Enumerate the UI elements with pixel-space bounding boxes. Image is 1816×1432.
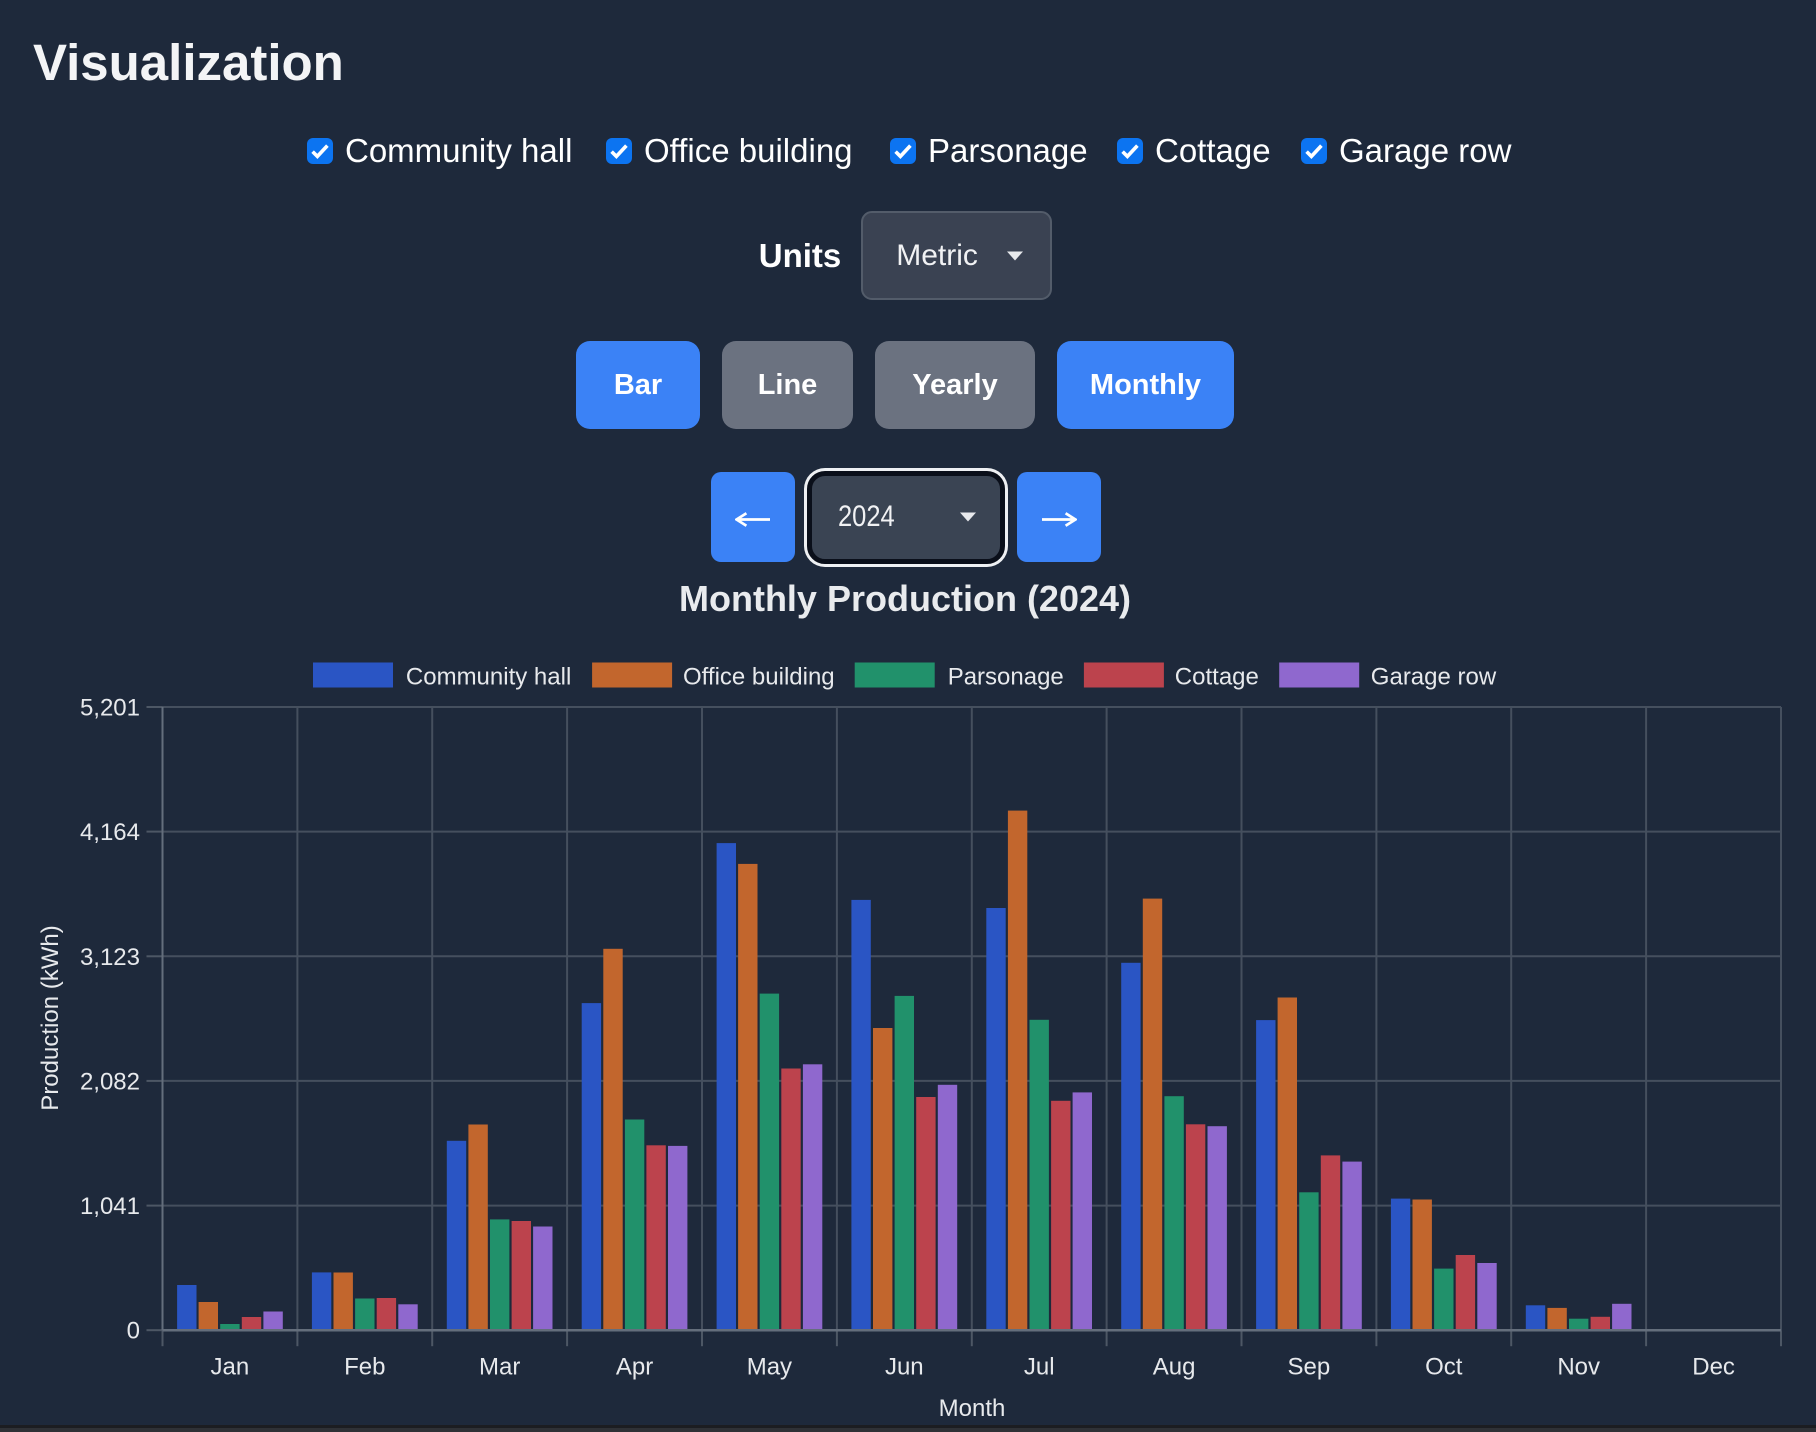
svg-text:Mar: Mar [479,1354,520,1381]
svg-text:5,201: 5,201 [80,695,140,722]
svg-text:Feb: Feb [344,1354,385,1381]
svg-text:Office building: Office building [683,664,835,691]
svg-text:4,164: 4,164 [80,819,140,846]
svg-text:Apr: Apr [616,1354,653,1381]
svg-text:Oct: Oct [1425,1354,1463,1381]
svg-text:0: 0 [127,1318,140,1345]
svg-text:1,041: 1,041 [80,1193,140,1220]
svg-text:Community hall: Community hall [406,664,571,691]
svg-text:Jun: Jun [885,1354,924,1381]
svg-text:Nov: Nov [1557,1354,1600,1381]
svg-text:Production (kWh): Production (kWh) [37,925,64,1110]
svg-text:Jul: Jul [1024,1354,1055,1381]
svg-text:Sep: Sep [1288,1354,1331,1381]
svg-text:May: May [747,1354,792,1381]
svg-text:3,123: 3,123 [80,944,140,971]
svg-text:Garage row: Garage row [1371,664,1497,691]
svg-text:2,082: 2,082 [80,1068,140,1095]
svg-text:Parsonage: Parsonage [948,664,1064,691]
svg-text:Aug: Aug [1153,1354,1196,1381]
svg-text:Month: Month [939,1395,1006,1422]
svg-text:Cottage: Cottage [1175,664,1259,691]
svg-text:Dec: Dec [1692,1354,1735,1381]
svg-text:Jan: Jan [211,1354,250,1381]
